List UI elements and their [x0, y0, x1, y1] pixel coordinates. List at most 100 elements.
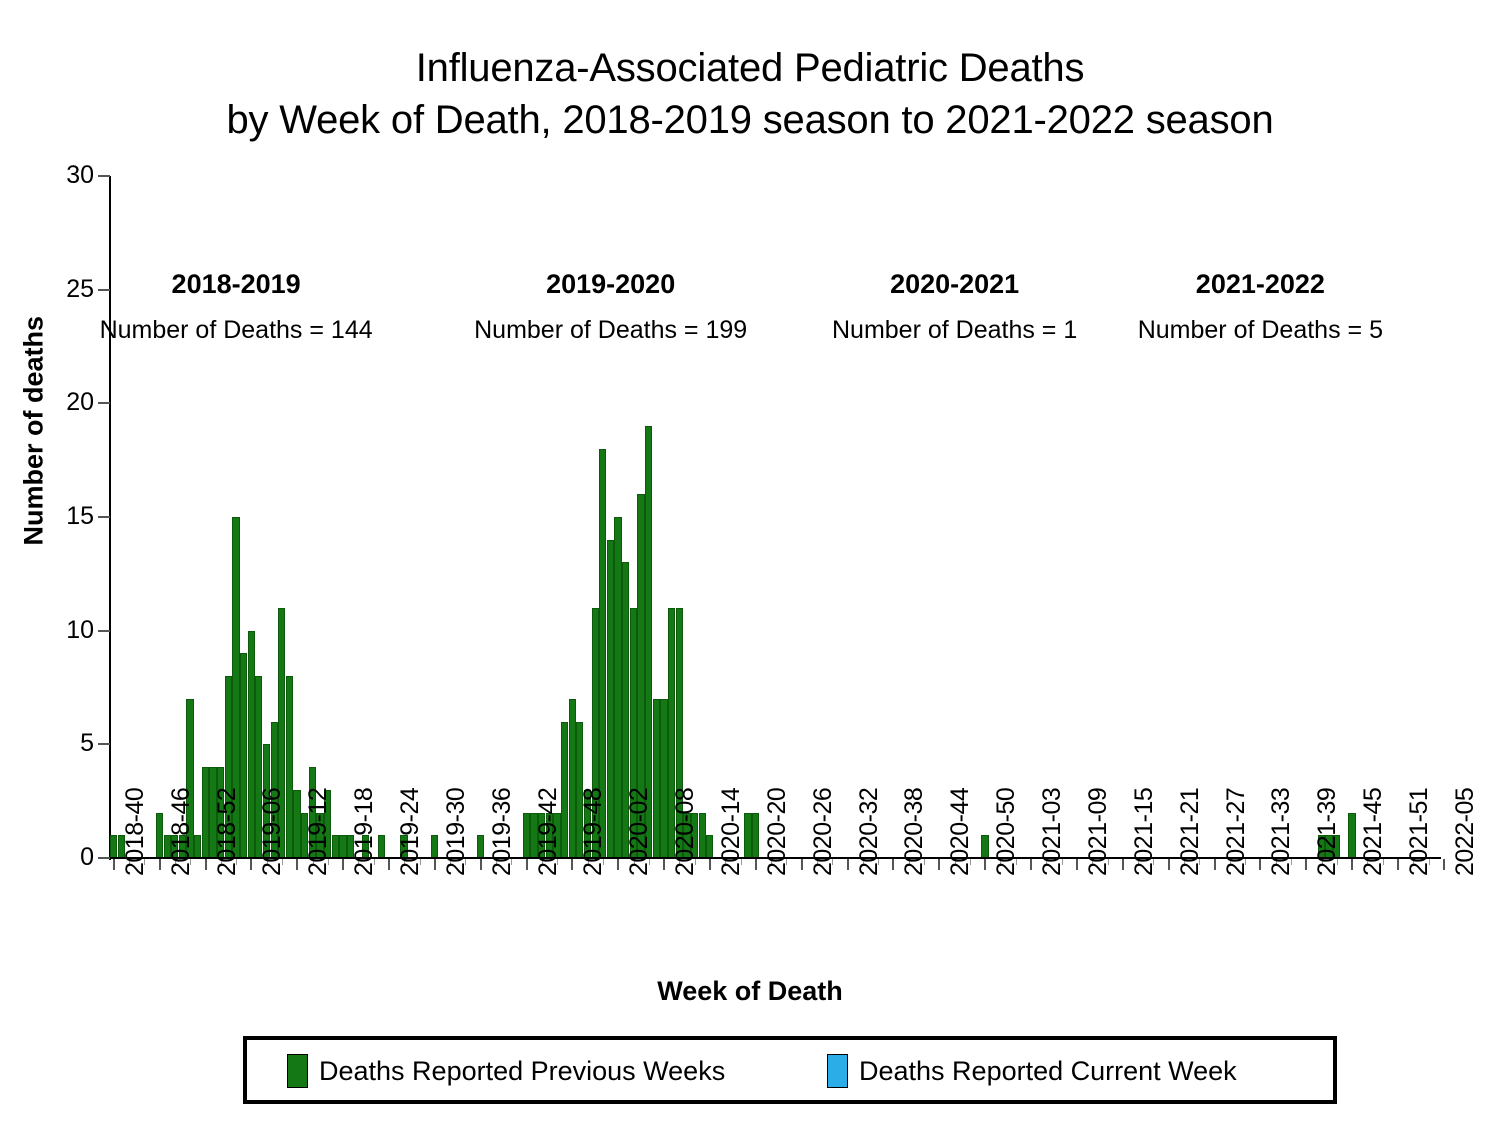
bar [331, 835, 339, 858]
x-axis-minor-tick [1015, 859, 1017, 865]
x-axis-minor-tick [220, 859, 222, 865]
x-axis-minor-tick [312, 859, 314, 865]
x-axis-tick-label: 2019-48 [579, 787, 608, 876]
x-axis-minor-tick [1138, 859, 1140, 865]
x-axis-minor-tick [1229, 859, 1231, 865]
x-axis-minor-tick [862, 859, 864, 865]
x-axis-tick [846, 859, 849, 870]
x-axis-tick-label: 2018-46 [166, 787, 195, 876]
bar [110, 835, 118, 858]
x-axis-minor-tick [1290, 859, 1292, 865]
x-axis-minor-tick [725, 859, 727, 865]
x-axis-line [109, 857, 1441, 859]
x-axis-tick [1075, 859, 1078, 870]
legend-entry-previous-weeks: Deaths Reported Previous Weeks [287, 1054, 725, 1088]
x-axis-minor-tick [633, 859, 635, 865]
bar [606, 539, 615, 858]
x-axis-tick-label: 2021-15 [1129, 787, 1158, 876]
season-label: 2021-2022 [1195, 269, 1325, 299]
x-axis-tick-label: 2019-30 [441, 787, 470, 876]
y-axis-tick [98, 629, 110, 632]
bar [339, 835, 347, 858]
x-axis-minor-tick [236, 859, 238, 865]
bar [706, 835, 714, 858]
x-axis-tick-label: 2020-08 [671, 787, 700, 876]
bar [1348, 812, 1356, 858]
x-axis-tick [1121, 859, 1124, 870]
x-axis-minor-tick [832, 859, 834, 865]
bar [560, 721, 569, 858]
y-axis-tick [98, 857, 110, 859]
x-axis-minor-tick [190, 859, 192, 865]
x-axis-tick [1259, 859, 1262, 870]
x-axis-minor-tick [129, 859, 131, 865]
x-axis-minor-tick [450, 859, 452, 865]
x-axis-tick-label: 2021-03 [1038, 787, 1067, 876]
x-axis-tick [617, 859, 620, 870]
x-axis-minor-tick [281, 859, 283, 865]
x-axis-tick-label: 2020-38 [900, 787, 929, 876]
x-axis-tick [1442, 859, 1445, 870]
x-axis-minor-tick [786, 859, 788, 865]
x-axis-minor-tick [144, 859, 146, 865]
chart-title: Influenza-Associated Pediatric Deaths by… [0, 42, 1500, 146]
x-axis-tick-label: 2020-02 [625, 787, 654, 876]
x-axis-tick [387, 859, 390, 870]
bar [752, 812, 760, 858]
x-axis-minor-tick [496, 859, 497, 865]
x-axis-tick-label: 2018-52 [212, 787, 241, 876]
x-axis-minor-tick [924, 859, 926, 865]
bar [431, 835, 439, 858]
x-axis-tick-label: 2019-36 [487, 787, 516, 876]
x-axis-tick [342, 859, 345, 870]
bar [377, 835, 385, 858]
season-death-count: Number of Deaths = 1 [831, 316, 1078, 344]
x-axis-minor-tick [1000, 859, 1002, 865]
x-axis-minor-tick [1061, 859, 1063, 865]
bar [155, 812, 164, 858]
x-axis-minor-tick [771, 859, 773, 865]
x-axis-tick-label: 2021-45 [1359, 787, 1388, 876]
x-axis-tick-label: 2022-05 [1450, 787, 1479, 876]
x-axis-tick [1305, 859, 1308, 870]
bar [744, 812, 752, 858]
x-axis-tick [1030, 859, 1033, 870]
x-axis-tick [296, 859, 299, 870]
x-axis-minor-tick [1382, 859, 1384, 865]
x-axis-minor-tick [817, 859, 819, 865]
x-axis-tick [204, 859, 207, 870]
season-label: 2018-2019 [171, 269, 301, 299]
x-axis-tick [112, 859, 115, 870]
bar [568, 698, 576, 858]
y-axis-line [109, 176, 111, 860]
x-axis-minor-tick [541, 859, 543, 865]
x-axis-minor-tick [266, 859, 268, 865]
season-label: 2020-2021 [890, 269, 1020, 299]
x-axis-tick-label: 2020-32 [854, 787, 883, 876]
x-axis-tick-label: 2021-51 [1404, 787, 1433, 876]
x-axis-minor-tick [740, 859, 742, 865]
season-death-count: Number of Deaths = 144 [99, 316, 373, 344]
x-axis-tick [433, 859, 436, 870]
x-axis-tick [525, 859, 528, 870]
bars-layer [110, 176, 1440, 858]
legend-swatch-green [287, 1054, 308, 1088]
season-death-count: Number of Deaths = 5 [1137, 316, 1383, 344]
x-axis-minor-tick [1336, 859, 1338, 865]
bar [981, 835, 989, 858]
x-axis-minor-tick [358, 859, 360, 865]
legend-label-current-week: Deaths Reported Current Week [859, 1056, 1237, 1086]
x-axis-minor-tick [373, 859, 375, 865]
x-axis-tick [754, 859, 757, 870]
bar [293, 789, 301, 858]
x-axis-tick-label: 2018-40 [120, 787, 149, 876]
x-axis-minor-tick [1367, 859, 1369, 865]
x-axis-minor-tick [694, 859, 696, 865]
x-axis-tick-label: 2019-18 [350, 787, 379, 876]
x-axis-tick-label: 2020-44 [946, 787, 975, 876]
x-axis-tick-label: 2019-42 [533, 787, 562, 876]
x-axis-minor-tick [878, 859, 880, 865]
x-axis-tick [158, 859, 161, 870]
x-axis-tick-label: 2020-20 [762, 787, 791, 876]
x-axis-tick [571, 859, 574, 870]
